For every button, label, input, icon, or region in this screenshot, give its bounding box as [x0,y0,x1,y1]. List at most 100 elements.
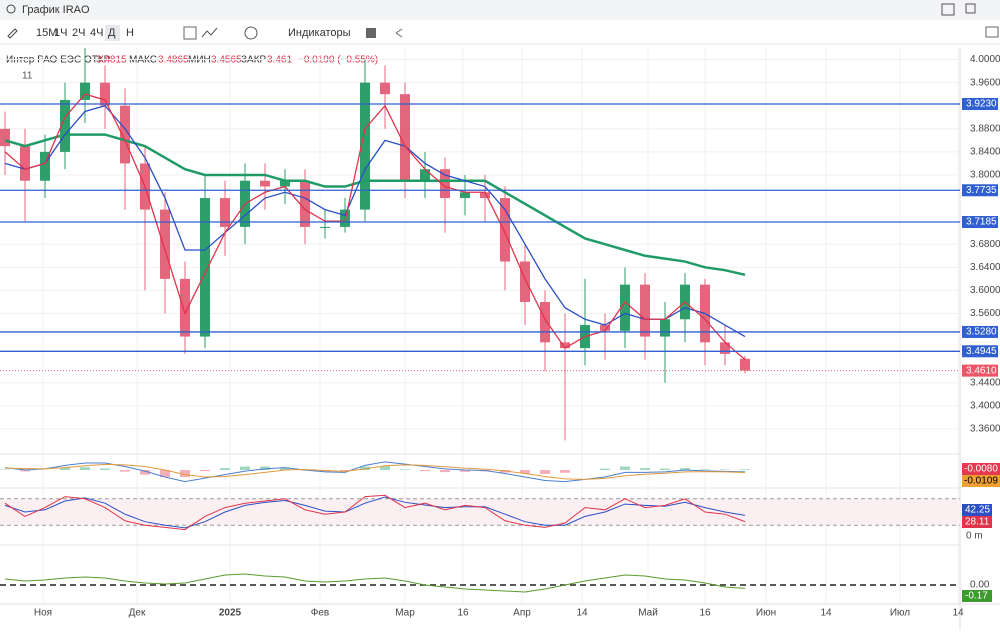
candle-body [460,192,470,198]
stoch-label: 28.11 [965,517,990,528]
macd-bar [80,467,90,470]
layout-button[interactable] [366,28,376,38]
macd-bar [600,469,610,470]
level-label: 3.4945 [966,346,997,357]
chart-type[interactable] [184,27,196,39]
legend-high: 3.4865 [158,55,189,66]
level-label: 3.9230 [966,99,997,110]
y-tick-label: 3.6400 [970,262,1000,273]
macd-bar [620,467,630,471]
candle-body [320,227,330,228]
x-tick-label: 16 [457,608,469,619]
x-tick-label: Мар [395,608,415,619]
zero-label: 0.00 [970,580,990,591]
macd-bar [200,470,210,471]
x-tick-label: 14 [952,608,964,619]
candle-body [420,169,430,181]
x-tick-label: 16 [699,608,711,619]
x-tick-label: Июл [890,608,910,619]
candle-body [20,146,30,181]
macd-bar [120,470,130,472]
timeframe-button[interactable]: 2Ч [72,27,85,39]
y-tick-label: 3.3600 [970,424,1000,435]
candle-body [380,83,390,95]
timeframe-button[interactable]: 1Ч [54,27,67,39]
candle-body [300,181,310,227]
moving-average [5,106,745,337]
x-tick-label: Дек [129,608,146,619]
level-label: 3.7735 [966,185,997,196]
undo[interactable] [396,29,402,37]
stoch-unit: 0 m [966,531,983,542]
legend-close: 3.461 [267,55,292,66]
macd-bar [560,470,570,473]
level-label: 3.5280 [966,327,997,338]
stoch-label: 42.25 [965,505,990,516]
legend-open: 3.4815 [96,55,127,66]
legend-name: Интер РАО ЕЭС ОТКР [6,55,111,66]
line-type[interactable] [202,28,217,37]
candle-body [540,302,550,342]
y-tick-label: 3.4000 [970,400,1000,411]
search-title: График IRAO [22,4,90,16]
add-button[interactable] [245,27,257,39]
legend-caption: МАКС [129,55,157,66]
macd-bar [100,469,110,470]
legend-caption: ЗАКР [241,55,267,66]
timeframe-button[interactable]: Н [126,27,134,39]
osc-line [5,574,745,592]
y-tick-label: 3.8400 [970,147,1000,158]
legend-caption: МИН [188,55,211,66]
title-bar [0,0,1000,20]
macd-bar [700,469,710,470]
y-tick-label: 3.4400 [970,377,1000,388]
draw-tool[interactable] [8,29,17,38]
osc-label: -0.17 [965,591,988,602]
x-tick-label: Ноя [34,608,52,619]
candle-body [660,319,670,336]
macd-bar [440,470,450,472]
y-tick-label: 3.5600 [970,308,1000,319]
y-tick-label: 4.0000 [970,54,1000,65]
macd-label: -0.0080 [964,464,998,475]
candle-body [720,342,730,354]
y-tick-label: 3.6000 [970,285,1000,296]
candle-body [500,198,510,261]
x-tick-label: Май [638,608,658,619]
screenshot[interactable] [986,27,998,37]
candle-body [740,359,750,371]
x-tick-label: 14 [576,608,588,619]
macd-bar [220,468,230,470]
candle-body [100,83,110,106]
y-tick-label: 3.8000 [970,170,1000,181]
y-tick-label: 3.6800 [970,239,1000,250]
x-tick-label: Июн [756,608,776,619]
y-tick-label: 3.8800 [970,123,1000,134]
timeframe-button[interactable]: 4Ч [90,27,103,39]
legend-change: −0.0190 (−0.55%) [298,55,378,66]
macd-bar [660,469,670,470]
candle-body [640,285,650,337]
x-tick-label: 2025 [219,608,242,619]
x-tick-label: Апр [513,608,531,619]
macd-bar [420,470,430,471]
macd-label: -0.0109 [964,476,998,487]
y-tick-label: 3.9600 [970,77,1000,88]
timeframe-button[interactable]: Д [108,27,116,39]
indicators-button[interactable]: Индикаторы [288,27,351,39]
candle-body [400,94,410,181]
level-label: 3.7185 [966,217,997,228]
candle-body [160,210,170,279]
macd-bar [540,470,550,474]
x-tick-label: Фев [311,608,329,619]
macd-bar [400,469,410,470]
legend-period: 11 [22,71,33,82]
macd-bar [740,469,750,470]
candle-body [520,262,530,302]
macd-bar [240,467,250,471]
legend-low: 3.4565 [211,55,242,66]
last-price-label: 3.4610 [966,365,997,376]
x-tick-label: 14 [820,608,832,619]
